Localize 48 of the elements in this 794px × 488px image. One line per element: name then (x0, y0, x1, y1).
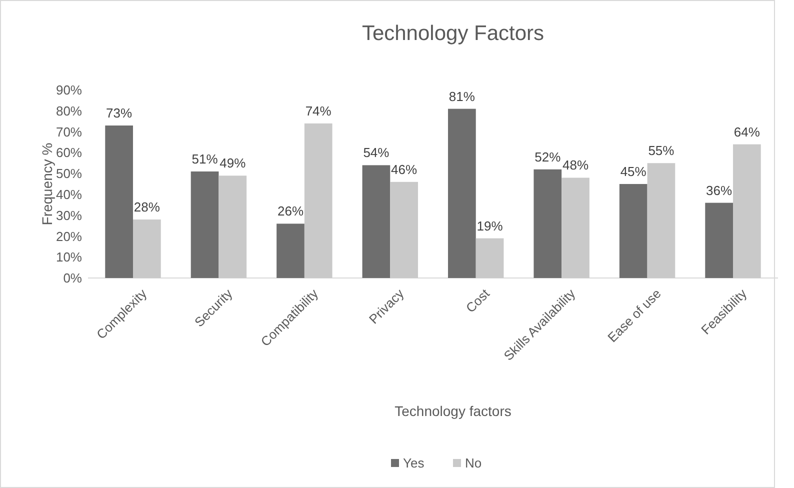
legend-label: No (465, 456, 482, 471)
y-axis-title: Frequency % (39, 142, 55, 226)
bar (647, 163, 676, 278)
data-label: 74% (305, 103, 332, 118)
bar (218, 176, 247, 278)
y-tick-label: 40% (56, 186, 82, 202)
data-label: 26% (277, 204, 304, 219)
bar (304, 123, 332, 278)
data-label: 52% (534, 149, 562, 164)
y-tick-label: 30% (56, 208, 82, 223)
bar (276, 224, 304, 278)
data-label: 19% (476, 218, 504, 234)
data-label: 64% (734, 124, 760, 140)
y-tick-label: 0% (63, 270, 82, 286)
data-label: 73% (106, 106, 133, 121)
bar (390, 182, 418, 278)
bar (733, 144, 761, 278)
data-label: 81% (448, 88, 476, 104)
data-label: 36% (706, 182, 733, 198)
bar (534, 169, 562, 278)
chart-title: Technology Factors (362, 22, 544, 45)
bar (705, 202, 733, 278)
bar (190, 171, 219, 278)
x-tick-label: Cost (462, 286, 493, 316)
data-label: 49% (220, 156, 246, 171)
legend-label: Yes (403, 456, 425, 471)
bar (562, 178, 590, 278)
bar (476, 238, 504, 278)
y-tick-label: 80% (56, 103, 82, 118)
y-tick-label: 90% (56, 82, 82, 98)
data-label: 45% (620, 164, 647, 179)
bar (362, 165, 390, 278)
bar (448, 108, 476, 278)
data-label: 46% (391, 162, 418, 177)
data-label: 54% (363, 145, 390, 160)
y-tick-label: 10% (56, 250, 82, 265)
y-tick-label: 60% (56, 145, 82, 160)
data-label: 28% (134, 200, 160, 215)
data-label: 48% (562, 158, 589, 173)
data-label: 51% (192, 151, 218, 166)
y-tick-label: 20% (56, 228, 82, 244)
bar (133, 220, 161, 278)
x-axis-title: Technology factors (394, 403, 512, 419)
bar (619, 184, 648, 278)
y-tick-label: 50% (56, 166, 82, 182)
data-label: 55% (648, 143, 675, 158)
y-tick-label: 70% (56, 124, 82, 140)
bar (105, 126, 133, 278)
